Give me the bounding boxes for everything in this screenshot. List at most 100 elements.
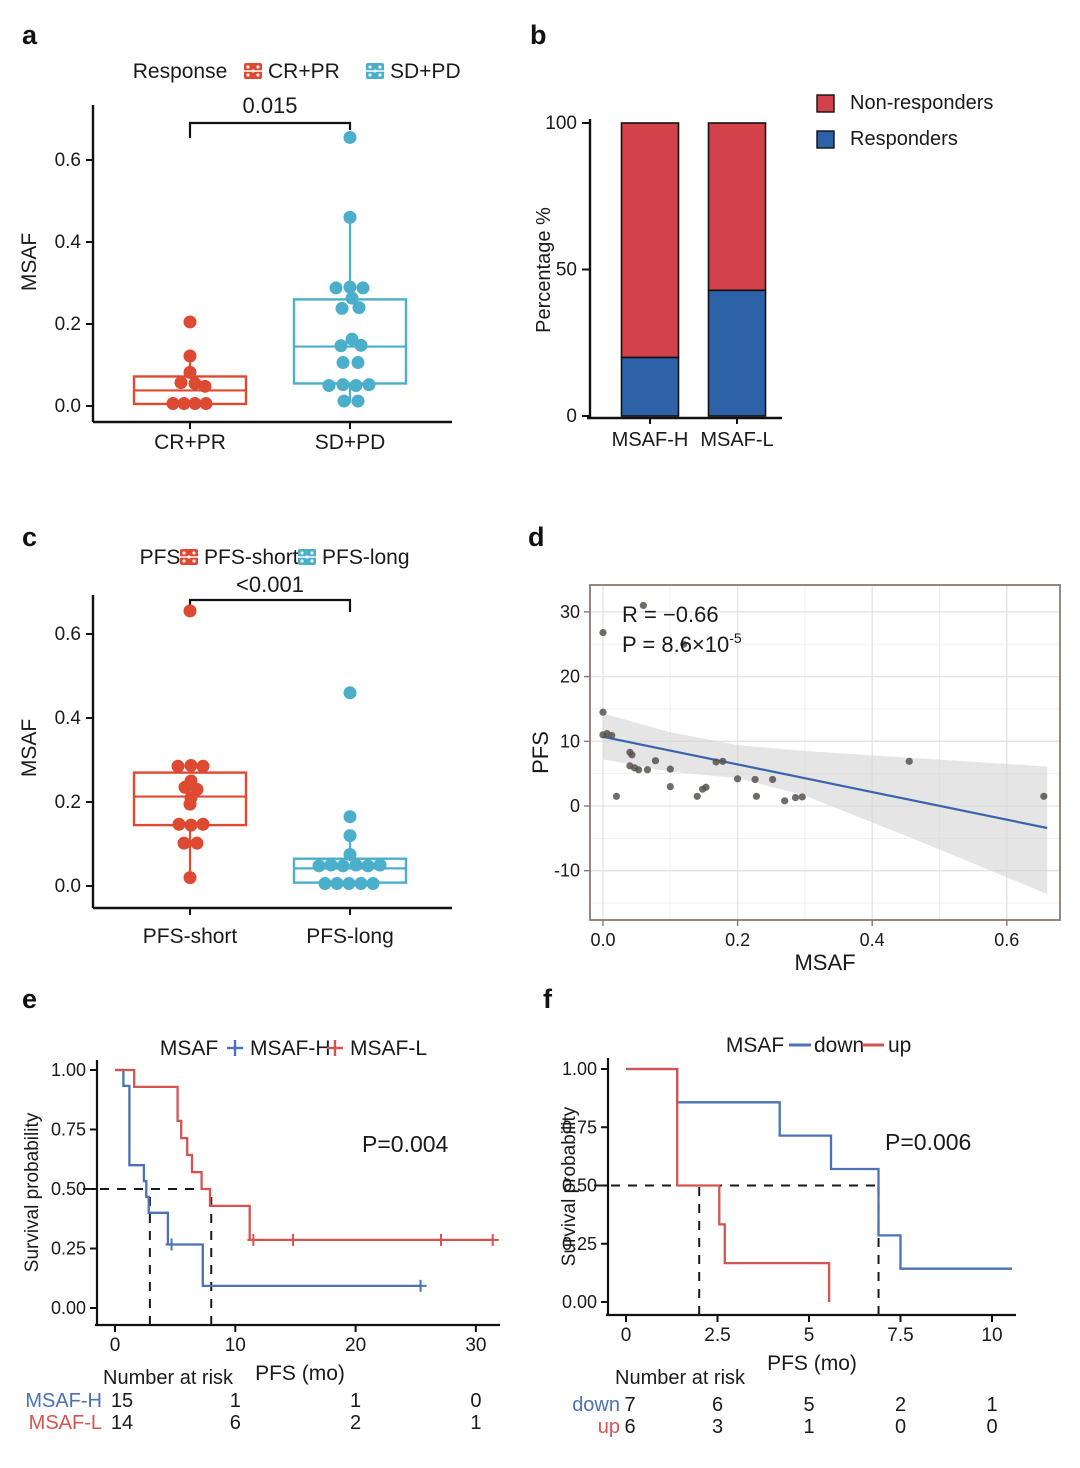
legend-key-dot bbox=[182, 551, 186, 555]
data-point bbox=[343, 210, 357, 224]
data-point bbox=[680, 640, 688, 648]
legend-key-dot bbox=[182, 559, 186, 563]
data-point bbox=[196, 759, 210, 773]
y-tick-label: 0 bbox=[566, 406, 577, 427]
data-point bbox=[190, 836, 204, 850]
data-point bbox=[343, 810, 357, 824]
x-tick-label: 7.5 bbox=[887, 1325, 913, 1346]
legend-swatch bbox=[816, 130, 835, 149]
risk-count: 6 bbox=[624, 1416, 635, 1438]
legend-key-dot bbox=[310, 559, 314, 563]
x-tick-label: 0 bbox=[621, 1325, 632, 1346]
y-axis-title: Percentage % bbox=[533, 207, 555, 333]
legend-key-dot bbox=[378, 65, 382, 69]
risk-row-label: down bbox=[572, 1394, 620, 1416]
data-point bbox=[734, 775, 742, 783]
category-label: CR+PR bbox=[154, 431, 226, 454]
correlation-annotation: R = −0.66 bbox=[622, 602, 719, 627]
legend-swatch bbox=[816, 94, 835, 113]
data-point bbox=[643, 766, 652, 774]
data-point bbox=[336, 859, 350, 873]
data-point bbox=[322, 379, 336, 392]
y-tick-label: 0.2 bbox=[55, 314, 81, 335]
y-tick-label: 1.00 bbox=[51, 1060, 86, 1080]
legend-key-dot bbox=[246, 73, 250, 77]
panel-c: 0.0 0.2 0.4 0.6 PFS-short PFS-long MSAF PFS PFS-… bbox=[0, 500, 520, 980]
y-tick-label: 0.25 bbox=[562, 1234, 597, 1254]
risk-count: 5 bbox=[803, 1394, 814, 1416]
km-curve-up bbox=[627, 1067, 831, 1302]
data-point bbox=[693, 792, 701, 800]
y-tick-label: 0.0 bbox=[55, 876, 81, 897]
panel-d: 0.0 0.2 0.4 0.6 -10 0 10 20 30 MSAF PFS R = −0.66 P … bbox=[520, 500, 1080, 980]
y-tick-label: 100 bbox=[545, 113, 577, 134]
panel-label-b: b bbox=[530, 20, 547, 50]
data-point bbox=[198, 379, 212, 393]
data-point bbox=[639, 601, 647, 610]
bar-segment-responders bbox=[707, 289, 767, 417]
legend-key-dot bbox=[192, 559, 196, 563]
data-point bbox=[798, 793, 806, 801]
data-point bbox=[183, 349, 197, 363]
category-label: SD+PD bbox=[315, 431, 386, 454]
risk-count: 7 bbox=[624, 1394, 635, 1416]
data-point bbox=[349, 858, 363, 872]
y-tick-label: 0.4 bbox=[55, 232, 82, 253]
risk-count: 14 bbox=[111, 1412, 133, 1434]
data-point bbox=[183, 797, 197, 811]
risk-count: 1 bbox=[470, 1412, 481, 1434]
bar-segment-responders bbox=[620, 356, 680, 417]
data-point bbox=[343, 829, 357, 843]
panel-c-chart: 0.0 0.2 0.4 0.6 PFS-short PFS-long MSAF PFS PFS-… bbox=[18, 546, 452, 948]
legend: Response CR+PR SD+PD bbox=[133, 60, 461, 83]
data-point bbox=[666, 782, 674, 791]
data-point bbox=[599, 629, 607, 637]
x-tick-label: 0.6 bbox=[994, 930, 1019, 950]
risk-row-label: MSAF-H bbox=[25, 1390, 102, 1412]
data-point bbox=[318, 876, 332, 890]
risk-count: 3 bbox=[712, 1416, 723, 1438]
jitter-points-CR+PR bbox=[166, 315, 213, 411]
x-axis-title: PFS (mo) bbox=[255, 1362, 345, 1385]
data-point bbox=[351, 356, 365, 370]
data-point bbox=[651, 757, 660, 765]
panel-f: 0.00 0.25 0.50 0.75 1.00 0 2.5 5 7.5 10 Survival p… bbox=[540, 980, 1080, 1468]
significance-bracket bbox=[188, 598, 352, 612]
jitter-points-PFS-long bbox=[312, 686, 387, 890]
data-point bbox=[361, 859, 375, 873]
y-tick-label: -10 bbox=[554, 861, 580, 881]
data-point bbox=[342, 876, 356, 890]
x-axis-title: MSAF bbox=[794, 950, 855, 975]
legend-key-dot bbox=[300, 551, 304, 555]
data-point bbox=[184, 758, 198, 772]
data-point bbox=[335, 301, 349, 315]
legend-key-dot bbox=[256, 65, 260, 69]
category-label: MSAF-H bbox=[612, 429, 689, 451]
y-tick-label: 0.4 bbox=[55, 708, 82, 729]
scatter-points bbox=[599, 601, 1048, 805]
legend-title: Response bbox=[133, 60, 228, 83]
legend: PFS PFS-short PFS-long bbox=[140, 546, 410, 569]
risk-row-label: MSAF-L bbox=[29, 1412, 102, 1434]
x-tick-label: 0.4 bbox=[860, 930, 885, 950]
y-axis-title: Survival probability bbox=[559, 1106, 580, 1266]
data-point bbox=[905, 757, 913, 765]
risk-count: 1 bbox=[986, 1394, 997, 1416]
legend-key-dot bbox=[368, 65, 372, 69]
panel-label-a: a bbox=[22, 20, 38, 50]
category-label: PFS-short bbox=[143, 925, 238, 948]
risk-count: 15 bbox=[111, 1390, 133, 1412]
legend-title: MSAF bbox=[160, 1037, 218, 1060]
x-tick-label: 0 bbox=[110, 1335, 121, 1356]
panel-label-e: e bbox=[22, 984, 38, 1014]
data-point bbox=[166, 397, 180, 411]
significance-label: <0.001 bbox=[236, 572, 304, 597]
legend: MSAF MSAF-H MSAF-L bbox=[160, 1037, 427, 1060]
data-point bbox=[356, 281, 370, 295]
y-tick-label: 0.2 bbox=[55, 792, 81, 813]
x-tick-label: 0.0 bbox=[590, 930, 615, 950]
data-point bbox=[791, 793, 800, 802]
